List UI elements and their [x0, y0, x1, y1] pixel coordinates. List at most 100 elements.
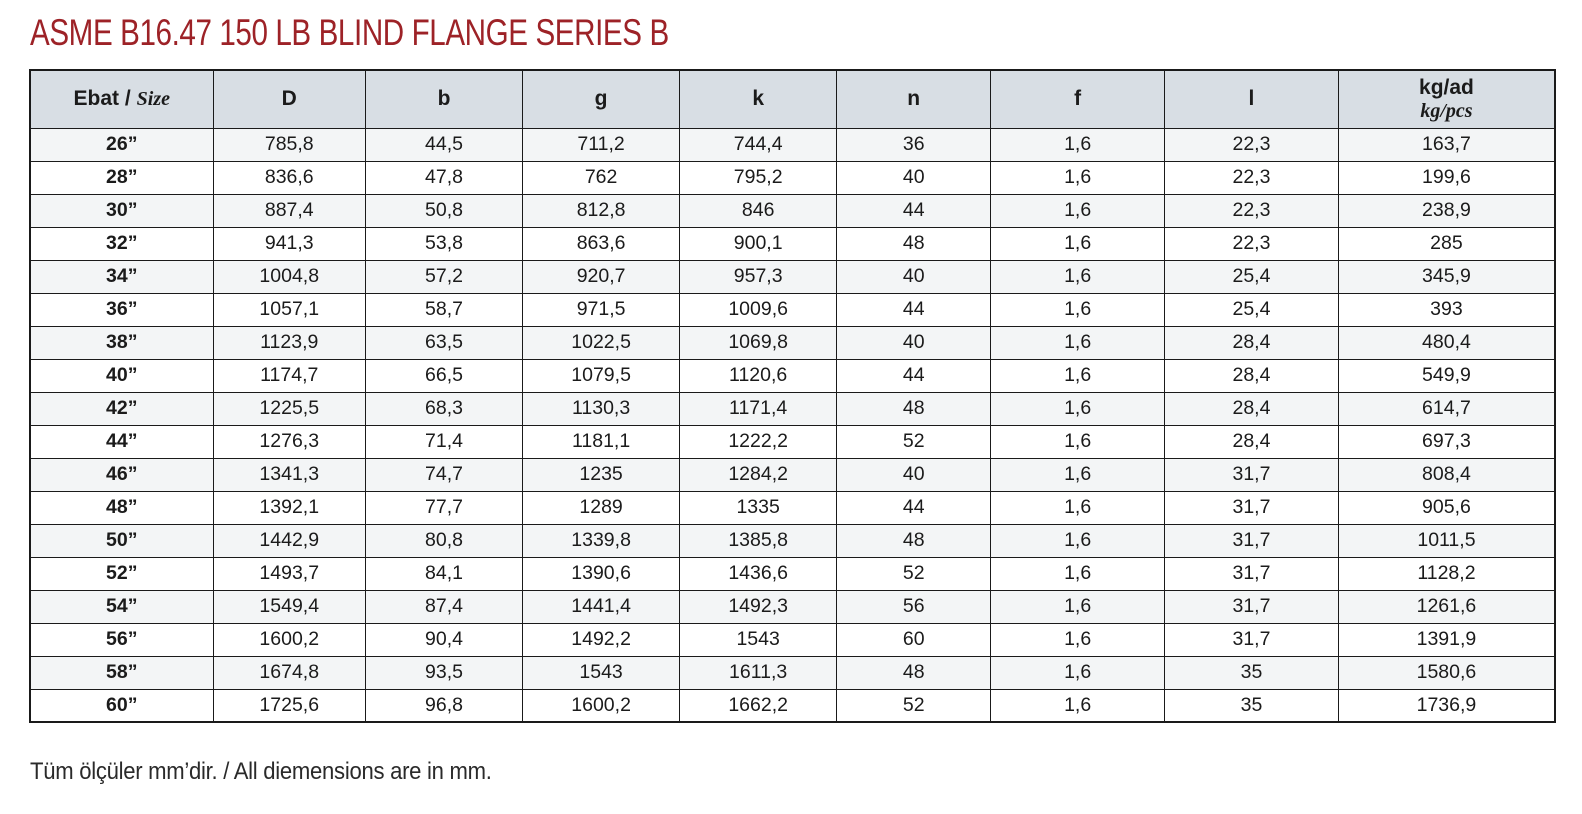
value-cell: 846 — [679, 193, 838, 228]
value-cell: 1,6 — [990, 160, 1166, 195]
value-cell: 1,6 — [990, 226, 1166, 261]
value-cell: 345,9 — [1337, 259, 1556, 294]
value-cell: 1069,8 — [679, 325, 838, 360]
value-cell: 44 — [836, 193, 992, 228]
value-cell: 238,9 — [1337, 193, 1556, 228]
value-cell: 44 — [836, 490, 992, 525]
value-cell: 1130,3 — [522, 391, 681, 426]
value-cell: 1580,6 — [1337, 655, 1556, 690]
value-cell: 80,8 — [364, 523, 524, 558]
value-cell: 77,7 — [364, 490, 524, 525]
value-cell: 1549,4 — [212, 589, 366, 624]
col-header-weight: kg/ad kg/pcs — [1337, 69, 1556, 129]
value-cell: 47,8 — [364, 160, 524, 195]
value-cell: 1,6 — [990, 589, 1166, 624]
table-header: Ebat / Size D b g k n f l kg/ad kg/pcs — [29, 69, 1556, 129]
size-cell: 40” — [29, 358, 214, 393]
dimensions-note: Tüm ölçüler mm’dir. / All diemensions ar… — [30, 758, 492, 785]
col-header-size-en: Size — [136, 88, 171, 111]
value-cell: 1543 — [679, 622, 838, 657]
value-cell: 1,6 — [990, 358, 1166, 393]
table-body: 26” 785,8 44,5 711,2 744,4 36 1,6 22,3 163,7 28” 8… — [29, 127, 1556, 723]
value-cell: 1611,3 — [679, 655, 838, 690]
value-cell: 1335 — [679, 490, 838, 525]
value-cell: 393 — [1337, 292, 1556, 327]
size-cell: 48” — [29, 490, 214, 525]
value-cell: 1,6 — [990, 127, 1166, 162]
value-cell: 549,9 — [1337, 358, 1556, 393]
size-cell: 34” — [29, 259, 214, 294]
value-cell: 60 — [836, 622, 992, 657]
value-cell: 28,4 — [1164, 325, 1339, 360]
table-row: 26” 785,8 44,5 711,2 744,4 36 1,6 22,3 163,7 — [29, 127, 1556, 162]
value-cell: 1,6 — [990, 424, 1166, 459]
size-cell: 60” — [29, 688, 214, 723]
value-cell: 96,8 — [364, 688, 524, 723]
value-cell: 1442,9 — [212, 523, 366, 558]
value-cell: 28,4 — [1164, 391, 1339, 426]
value-cell: 1222,2 — [679, 424, 838, 459]
value-cell: 36 — [836, 127, 992, 162]
value-cell: 697,3 — [1337, 424, 1556, 459]
value-cell: 905,6 — [1337, 490, 1556, 525]
table-row: 48” 1392,1 77,7 1289 1335 44 1,6 31,7 905,6 — [29, 490, 1556, 525]
value-cell: 1,6 — [990, 391, 1166, 426]
size-cell: 54” — [29, 589, 214, 624]
value-cell: 941,3 — [212, 226, 366, 261]
value-cell: 1543 — [522, 655, 681, 690]
table-row: 50” 1442,9 80,8 1339,8 1385,8 48 1,6 31,7 1011,5 — [29, 523, 1556, 558]
value-cell: 1339,8 — [522, 523, 681, 558]
table-row: 44” 1276,3 71,4 1181,1 1222,2 52 1,6 28,4 697,3 — [29, 424, 1556, 459]
value-cell: 68,3 — [364, 391, 524, 426]
value-cell: 744,4 — [679, 127, 838, 162]
col-header-weight-tr: kg/ad — [1419, 75, 1474, 99]
table-row: 56” 1600,2 90,4 1492,2 1543 60 1,6 31,7 1391,9 — [29, 622, 1556, 657]
table-row: 40” 1174,7 66,5 1079,5 1120,6 44 1,6 28,4 549,9 — [29, 358, 1556, 393]
value-cell: 52 — [836, 424, 992, 459]
page-title: ASME B16.47 150 LB BLIND FLANGE SERIES B — [30, 12, 669, 53]
value-cell: 795,2 — [679, 160, 838, 195]
value-cell: 1600,2 — [522, 688, 681, 723]
value-cell: 1004,8 — [212, 259, 366, 294]
table-row: 34” 1004,8 57,2 920,7 957,3 40 1,6 25,4 345,9 — [29, 259, 1556, 294]
value-cell: 50,8 — [364, 193, 524, 228]
value-cell: 48 — [836, 523, 992, 558]
value-cell: 1289 — [522, 490, 681, 525]
value-cell: 1,6 — [990, 193, 1166, 228]
value-cell: 66,5 — [364, 358, 524, 393]
value-cell: 25,4 — [1164, 259, 1339, 294]
value-cell: 1009,6 — [679, 292, 838, 327]
value-cell: 1,6 — [990, 490, 1166, 525]
value-cell: 1079,5 — [522, 358, 681, 393]
value-cell: 1390,6 — [522, 556, 681, 591]
value-cell: 84,1 — [364, 556, 524, 591]
value-cell: 74,7 — [364, 457, 524, 492]
table-row: 30” 887,4 50,8 812,8 846 44 1,6 22,3 238,9 — [29, 193, 1556, 228]
value-cell: 93,5 — [364, 655, 524, 690]
value-cell: 1736,9 — [1337, 688, 1556, 723]
value-cell: 1492,3 — [679, 589, 838, 624]
value-cell: 1123,9 — [212, 325, 366, 360]
size-cell: 44” — [29, 424, 214, 459]
value-cell: 1174,7 — [212, 358, 366, 393]
value-cell: 1493,7 — [212, 556, 366, 591]
value-cell: 40 — [836, 160, 992, 195]
value-cell: 1674,8 — [212, 655, 366, 690]
col-header-weight-en: kg/pcs — [1420, 99, 1473, 122]
value-cell: 48 — [836, 391, 992, 426]
size-cell: 42” — [29, 391, 214, 426]
value-cell: 63,5 — [364, 325, 524, 360]
col-header-l: l — [1164, 69, 1339, 129]
table-row: 60” 1725,6 96,8 1600,2 1662,2 52 1,6 35 1736,9 — [29, 688, 1556, 723]
value-cell: 1341,3 — [212, 457, 366, 492]
size-cell: 52” — [29, 556, 214, 591]
value-cell: 22,3 — [1164, 127, 1339, 162]
value-cell: 44 — [836, 292, 992, 327]
table-row: 42” 1225,5 68,3 1130,3 1171,4 48 1,6 28,4 614,7 — [29, 391, 1556, 426]
value-cell: 31,7 — [1164, 523, 1339, 558]
value-cell: 52 — [836, 688, 992, 723]
header-row: Ebat / Size D b g k n f l kg/ad kg/pcs — [29, 69, 1556, 129]
value-cell: 808,4 — [1337, 457, 1556, 492]
value-cell: 1,6 — [990, 622, 1166, 657]
value-cell: 614,7 — [1337, 391, 1556, 426]
